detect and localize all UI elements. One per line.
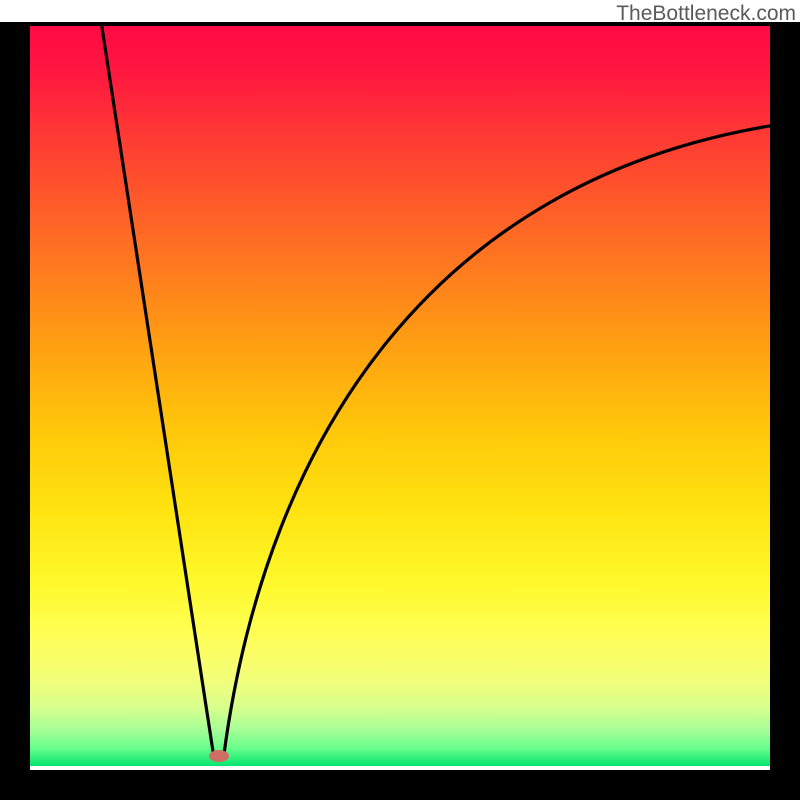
bottleneck-curve	[102, 26, 770, 755]
frame-right	[770, 22, 800, 800]
frame-bottom	[0, 770, 800, 800]
curve-svg	[30, 26, 770, 766]
frame-left	[0, 22, 30, 800]
minimum-marker	[209, 750, 229, 762]
plot-area	[30, 26, 770, 766]
attribution-text: TheBottleneck.com	[616, 2, 796, 26]
chart-container: TheBottleneck.com	[0, 0, 800, 800]
